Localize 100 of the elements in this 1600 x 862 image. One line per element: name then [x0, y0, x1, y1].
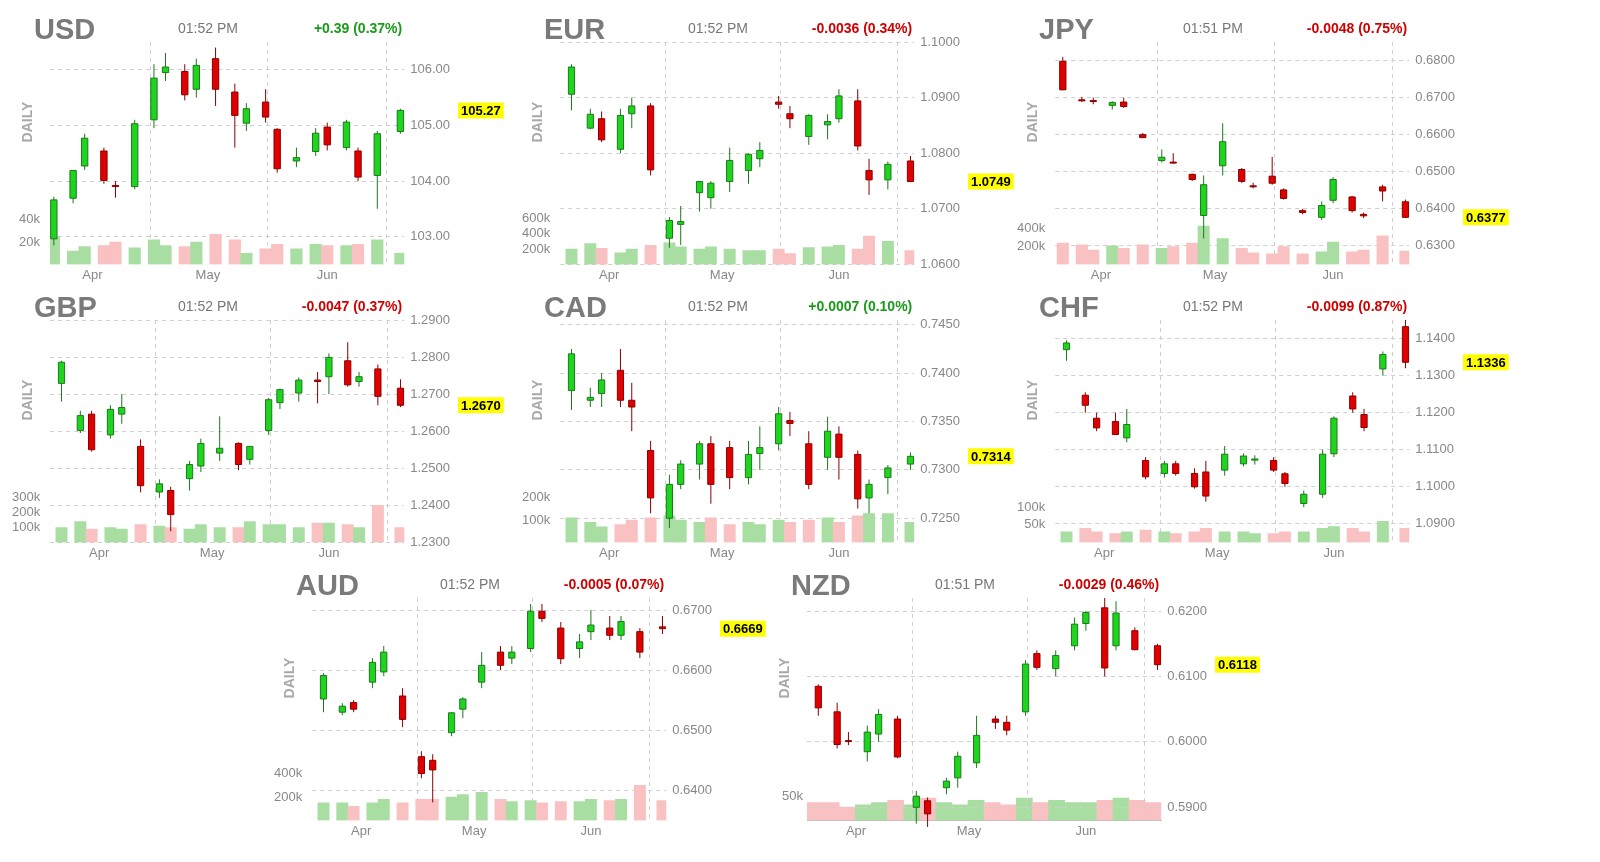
bar — [615, 799, 628, 821]
candlestick — [1081, 391, 1089, 414]
text: DAILY — [529, 379, 546, 421]
y2-tick-label: 40k — [19, 211, 41, 227]
bar — [1297, 531, 1310, 543]
bar — [904, 522, 915, 543]
bar — [802, 519, 815, 543]
y-tick-label: 1.1100 — [1415, 441, 1455, 457]
y-tick-label: 1.1000 — [920, 33, 960, 49]
candlestick — [636, 627, 644, 659]
y-tick-label: 1.0900 — [920, 89, 960, 105]
candlestick — [314, 371, 322, 404]
y-tick-label: 1.2600 — [410, 422, 450, 438]
chart-title: EUR — [544, 13, 606, 45]
text: -0.0099 (0.87%) — [1306, 298, 1408, 314]
candlestick — [707, 180, 715, 210]
y-tick-label: 0.6600 — [672, 661, 712, 677]
candlestick — [1070, 617, 1079, 651]
candlestick — [695, 440, 704, 481]
candlestick — [1349, 391, 1357, 414]
candlestick — [884, 464, 892, 495]
y-tick-label: 0.6500 — [672, 721, 712, 737]
candlestick — [508, 645, 516, 665]
x-tick-label: Apr — [1094, 544, 1115, 560]
bar — [723, 524, 736, 543]
x-tick-label: Apr — [845, 822, 867, 838]
candlestick — [325, 352, 333, 395]
y2-tick-label: 100k — [1016, 498, 1046, 514]
candlestick — [786, 105, 794, 129]
candlestick — [118, 393, 126, 425]
bar — [351, 244, 365, 265]
bar — [1096, 800, 1114, 821]
candlestick — [292, 147, 301, 168]
text: DAILY — [529, 101, 546, 143]
y-tick-label: 1.2300 — [410, 533, 450, 549]
bar — [704, 517, 717, 543]
candlestick — [912, 790, 920, 825]
y-tick-label: 1.0800 — [920, 144, 960, 160]
y-tick-label: 103.00 — [410, 228, 450, 244]
bar — [85, 528, 98, 543]
y2-tick-label: 200k — [521, 240, 551, 256]
candlestick — [161, 52, 170, 82]
candlestick — [355, 371, 363, 388]
bar — [371, 505, 384, 543]
chart-subtitle: 01:52 PM — [1183, 298, 1243, 314]
x-tick-label: Jun — [1075, 822, 1097, 838]
y-tick-label: 104.00 — [410, 172, 450, 188]
candlestick — [835, 88, 843, 124]
text: -0.0047 (0.37%) — [301, 298, 403, 314]
candlestick — [447, 711, 456, 737]
bar — [1136, 244, 1149, 265]
text: DAILY — [776, 657, 792, 699]
candlestick — [805, 113, 813, 146]
y2-tick-label: 400k — [273, 765, 303, 781]
candlestick — [76, 410, 84, 434]
y-tick-label: 1.1400 — [1415, 330, 1455, 346]
y-tick-label: 0.6700 — [672, 601, 712, 617]
x-tick-label: May — [1202, 266, 1228, 282]
bar — [832, 522, 845, 543]
candlestick — [312, 127, 320, 157]
bar — [494, 799, 507, 821]
bar — [863, 513, 876, 543]
y-tick-label: 0.7350 — [920, 413, 960, 429]
candlestick — [835, 425, 843, 481]
candlestick — [606, 615, 614, 641]
candlestick — [398, 687, 407, 728]
text: DAILY — [19, 379, 36, 421]
bar — [240, 252, 253, 265]
candlestick — [197, 438, 205, 473]
candlestick — [1082, 610, 1090, 632]
text: -0.0036 (0.34%) — [811, 20, 913, 36]
bar — [290, 248, 303, 265]
candlestick — [677, 205, 685, 246]
y-tick-label: 1.1200 — [1415, 404, 1455, 420]
candlestick — [1111, 412, 1120, 436]
candlestick — [323, 122, 331, 151]
chart-subtitle: 01:52 PM — [178, 20, 238, 36]
y2-tick-label: 200k — [521, 489, 551, 505]
y-tick-label: 1.2400 — [410, 496, 450, 512]
bar — [783, 522, 796, 543]
candlestick — [617, 615, 625, 641]
bar — [904, 250, 915, 265]
bar — [656, 800, 667, 821]
candlestick — [234, 441, 243, 471]
y-tick-label: 1.1000 — [1415, 478, 1455, 494]
chart-subtitle: 01:52 PM — [688, 298, 748, 314]
bar — [644, 517, 657, 543]
bar — [74, 521, 87, 543]
bar — [881, 241, 894, 265]
bar — [1399, 527, 1410, 543]
bar — [336, 802, 349, 821]
candlestick — [242, 102, 251, 132]
bar — [802, 247, 815, 265]
bar — [644, 244, 657, 265]
bar — [1060, 531, 1073, 543]
bar — [475, 791, 488, 821]
bar — [693, 522, 706, 543]
text: 1.1336 — [1466, 354, 1506, 370]
bar — [1139, 529, 1152, 543]
bar — [821, 517, 834, 543]
